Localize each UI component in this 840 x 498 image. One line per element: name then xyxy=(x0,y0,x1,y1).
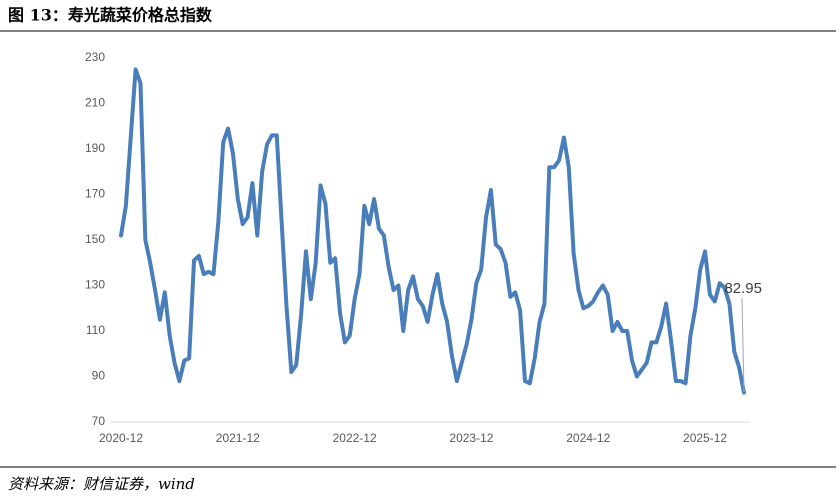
y-tick-label: 110 xyxy=(86,323,105,337)
x-tick-label: 2021-12 xyxy=(216,431,260,445)
data-line xyxy=(119,67,746,395)
y-tick-label: 130 xyxy=(85,278,105,292)
y-tick-label: 230 xyxy=(85,50,105,64)
y-tick-label: 150 xyxy=(85,232,105,246)
x-tick-label: 2024-12 xyxy=(566,431,610,445)
y-tick-label: 170 xyxy=(85,187,105,201)
label-leader xyxy=(741,297,745,393)
x-tick-label: 2020-12 xyxy=(99,431,143,445)
chart-title: 图 13：寿光蔬菜价格总指数 xyxy=(8,6,213,25)
y-tick-label: 70 xyxy=(92,414,106,428)
x-tick-label: 2022-12 xyxy=(333,431,377,445)
source-note: 资料来源：财信证券，wind xyxy=(8,475,195,493)
y-tick-label: 190 xyxy=(85,141,105,155)
x-tick-label: 2023-12 xyxy=(449,431,493,445)
y-tick-label: 210 xyxy=(85,96,105,110)
y-tick-label: 90 xyxy=(92,369,106,383)
data-label: 82.95 xyxy=(724,280,762,297)
x-tick-label: 2025-12 xyxy=(683,431,727,445)
